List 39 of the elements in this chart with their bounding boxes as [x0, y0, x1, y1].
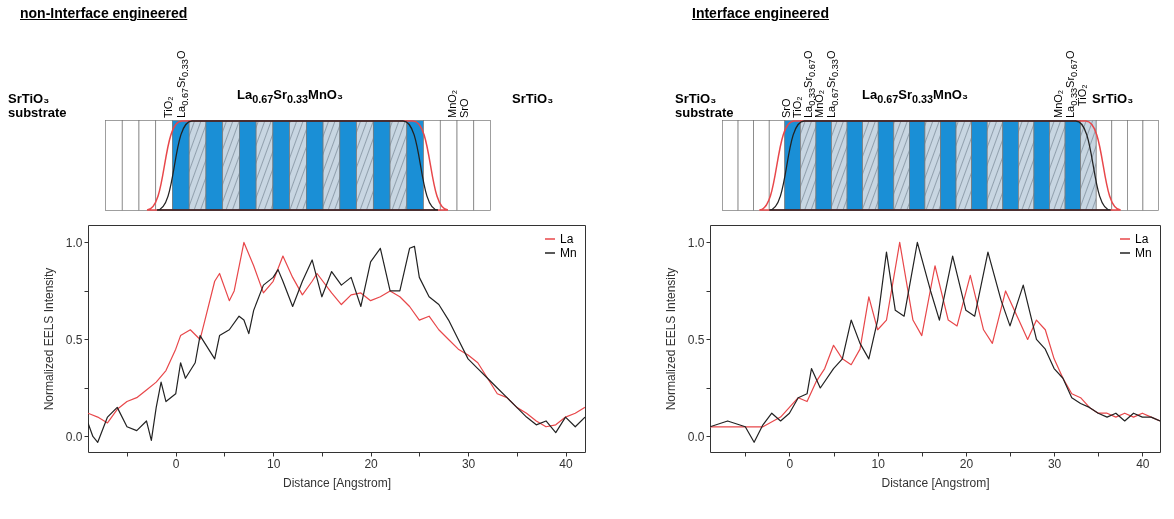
x-tick-label: 20 [364, 456, 379, 471]
text: MnO₂ [1052, 89, 1064, 118]
text: TiO₂ [162, 96, 174, 118]
legend-label: Mn [560, 246, 577, 260]
text: La$_{0.67}$Sr$_{0.33}$MnO₃ [237, 87, 343, 106]
text: SrTiO₃ [512, 91, 554, 106]
text: TiO₂ [1076, 84, 1088, 106]
x-tick-label: 30 [1047, 456, 1062, 471]
chart-title: non-Interface engineered [20, 5, 188, 21]
x-axis-title: Distance [Angstrom] [881, 475, 990, 490]
text: MnO₂ [446, 89, 458, 118]
text: SrTiO₃ substrate [675, 91, 735, 120]
x-tick-label: 10 [871, 456, 886, 471]
text: SrO [780, 98, 792, 118]
chart-title: Interface engineered [692, 5, 829, 21]
y-tick-label: 1.0 [687, 235, 705, 250]
legend-label: La [560, 232, 574, 246]
text: La$_{0.67}$Sr$_{0.33}$MnO₃ [862, 87, 968, 106]
y-tick-label: 0.0 [687, 429, 705, 444]
y-axis-title: Normalized EELS Intensity [41, 267, 56, 411]
x-tick-label: 40 [559, 456, 573, 471]
x-axis-title: Distance [Angstrom] [282, 475, 392, 490]
legend-label: La [1135, 232, 1149, 246]
y-axis-title: Normalized EELS Intensity [663, 267, 678, 411]
text: SrTiO₃ substrate [8, 91, 68, 120]
x-tick-label: 30 [461, 456, 476, 471]
x-tick-label: 40 [1136, 456, 1150, 471]
x-tick-label: 0 [786, 456, 794, 471]
y-tick-label: 0.0 [65, 429, 83, 444]
y-tick-label: 1.0 [65, 235, 83, 250]
text: TiO₂ [791, 96, 803, 118]
y-tick-label: 0.5 [65, 332, 83, 347]
text: SrTiO₃ [1092, 91, 1134, 106]
text: SrO [458, 98, 470, 118]
y-tick-label: 0.5 [687, 332, 705, 347]
legend-label: Mn [1135, 246, 1152, 260]
x-tick-label: 0 [172, 456, 180, 471]
x-tick-label: 20 [959, 456, 974, 471]
x-tick-label: 10 [266, 456, 281, 471]
